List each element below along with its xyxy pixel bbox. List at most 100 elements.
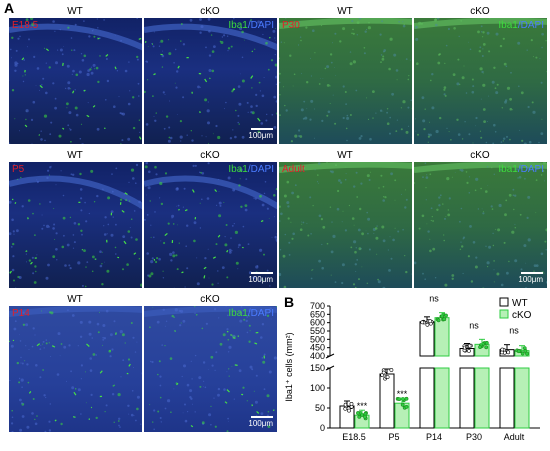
header-wt-right-row2: WT [337,150,353,161]
data-point [385,375,390,380]
header-cko-left-row3: cKO [200,294,220,305]
panel-a-label: A [4,0,15,16]
bar-cko-P14 [434,317,450,357]
data-point [442,317,447,322]
data-point [363,414,367,419]
y-tick-label: 650 [310,309,325,319]
micrograph-p14-wt: P14 [8,305,143,433]
legend-label-cko: cKO [512,310,532,321]
y-axis-label: Iba1⁺ cells (mm²) [284,332,294,401]
header-wt-right-row1: WT [337,6,353,17]
data-point [484,341,489,345]
micrograph-e185-cko: Iba1/DAPI 100μm [143,17,278,145]
data-point [347,408,351,413]
x-tick-label-P14: P14 [426,432,442,442]
data-point [404,396,409,401]
header-wt-left-row1: WT [67,6,83,17]
data-point [356,411,360,415]
data-point [516,349,521,354]
micrograph-p5-cko: Iba1/DAPI 100μm [143,161,278,289]
significance-P5: *** [397,389,408,399]
data-point [425,322,430,327]
y-tick-label: 400 [310,351,325,361]
bar-wt-P14-lower [419,367,435,429]
header-cko-left-row2: cKO [200,150,220,161]
y-tick-label: 50 [315,403,325,413]
micrograph-adult-cko: Iba1/DAPI 100μm [413,161,548,289]
y-tick-label: 600 [310,318,325,328]
x-tick-label-P30: P30 [466,432,482,442]
legend-label-wt: WT [512,298,528,309]
bar-wt-P5 [379,373,395,429]
significance-P30: ns [469,320,479,330]
data-point [444,313,448,318]
micrograph-p30-wt: P30 [278,17,413,145]
legend-swatch-cko [499,309,509,319]
age-label-p5: P5 [12,164,25,175]
stain-legend-p5: Iba1/DAPI [228,164,274,175]
data-point [523,349,528,353]
significance-Adult: ns [509,326,519,336]
scale-bar-e185: 100μm [248,128,273,140]
legend-swatch-wt [499,297,509,307]
micrograph-p5-wt: P5 [8,161,143,289]
data-point [436,318,441,323]
significance-P14: ns [429,296,439,304]
data-point [357,415,362,419]
data-point [520,351,525,356]
bar-wt-P30 [459,348,475,357]
stain-legend-e185: Iba1/DAPI [228,20,274,31]
bar-cko-P30-lower [474,367,490,429]
x-tick-label-P5: P5 [388,432,399,442]
header-wt-left-row2: WT [67,150,83,161]
age-label-p14: P14 [12,308,30,319]
header-cko-right-row1: cKO [470,6,490,17]
x-tick-label-Adult: Adult [504,432,525,442]
y-tick-label: 150 [310,363,325,373]
bar-cko-Adult-lower [514,367,530,429]
x-tick-label-E18.5: E18.5 [342,432,366,442]
data-point [466,349,471,353]
micrograph-e185-wt: E18.5 [8,17,143,145]
header-cko-right-row2: cKO [470,150,490,161]
header-cko-left-row1: cKO [200,6,220,17]
data-point [420,320,425,325]
y-tick-label: 450 [310,343,325,353]
age-label-adult: Adult [282,164,305,175]
data-point [478,345,483,350]
data-point [525,351,529,356]
data-point [484,345,489,350]
bar-wt-P14 [419,321,435,357]
data-point [349,402,354,406]
scale-bar-p5: 100μm [248,272,273,284]
micrograph-adult-wt: Adult [278,161,413,289]
y-tick-label: 0 [320,423,325,433]
scale-bar-adult: 100μm [518,272,543,284]
data-point [404,405,409,409]
scale-bar-p14: 100μm [248,416,273,428]
data-point [428,319,433,324]
micrograph-p14-cko: Iba1/DAPI 100μm [143,305,278,433]
y-tick-label: 500 [310,334,325,344]
stain-legend-p14: Iba1/DAPI [228,308,274,319]
data-point [389,368,394,372]
y-tick-label: 100 [310,383,325,393]
age-label-e185: E18.5 [12,20,39,31]
y-tick-label: 550 [310,326,325,336]
age-label-p30: P30 [282,20,300,31]
bar-wt-P30-lower [459,367,475,429]
stain-legend-p30: Iba1/DAPI [498,20,544,31]
data-point [500,347,505,352]
stain-legend-adult: Iba1/DAPI [498,164,544,175]
data-point [506,350,511,355]
y-tick-label: 700 [310,301,325,311]
bar-wt-Adult-lower [499,367,515,429]
micrograph-p30-cko: Iba1/DAPI [413,17,548,145]
bar-cko-P14-lower [434,367,450,429]
data-point [400,402,405,407]
header-wt-left-row3: WT [67,294,83,305]
panel-b-label: B [284,294,295,310]
significance-E18.5: *** [357,401,368,411]
data-point [381,370,386,375]
